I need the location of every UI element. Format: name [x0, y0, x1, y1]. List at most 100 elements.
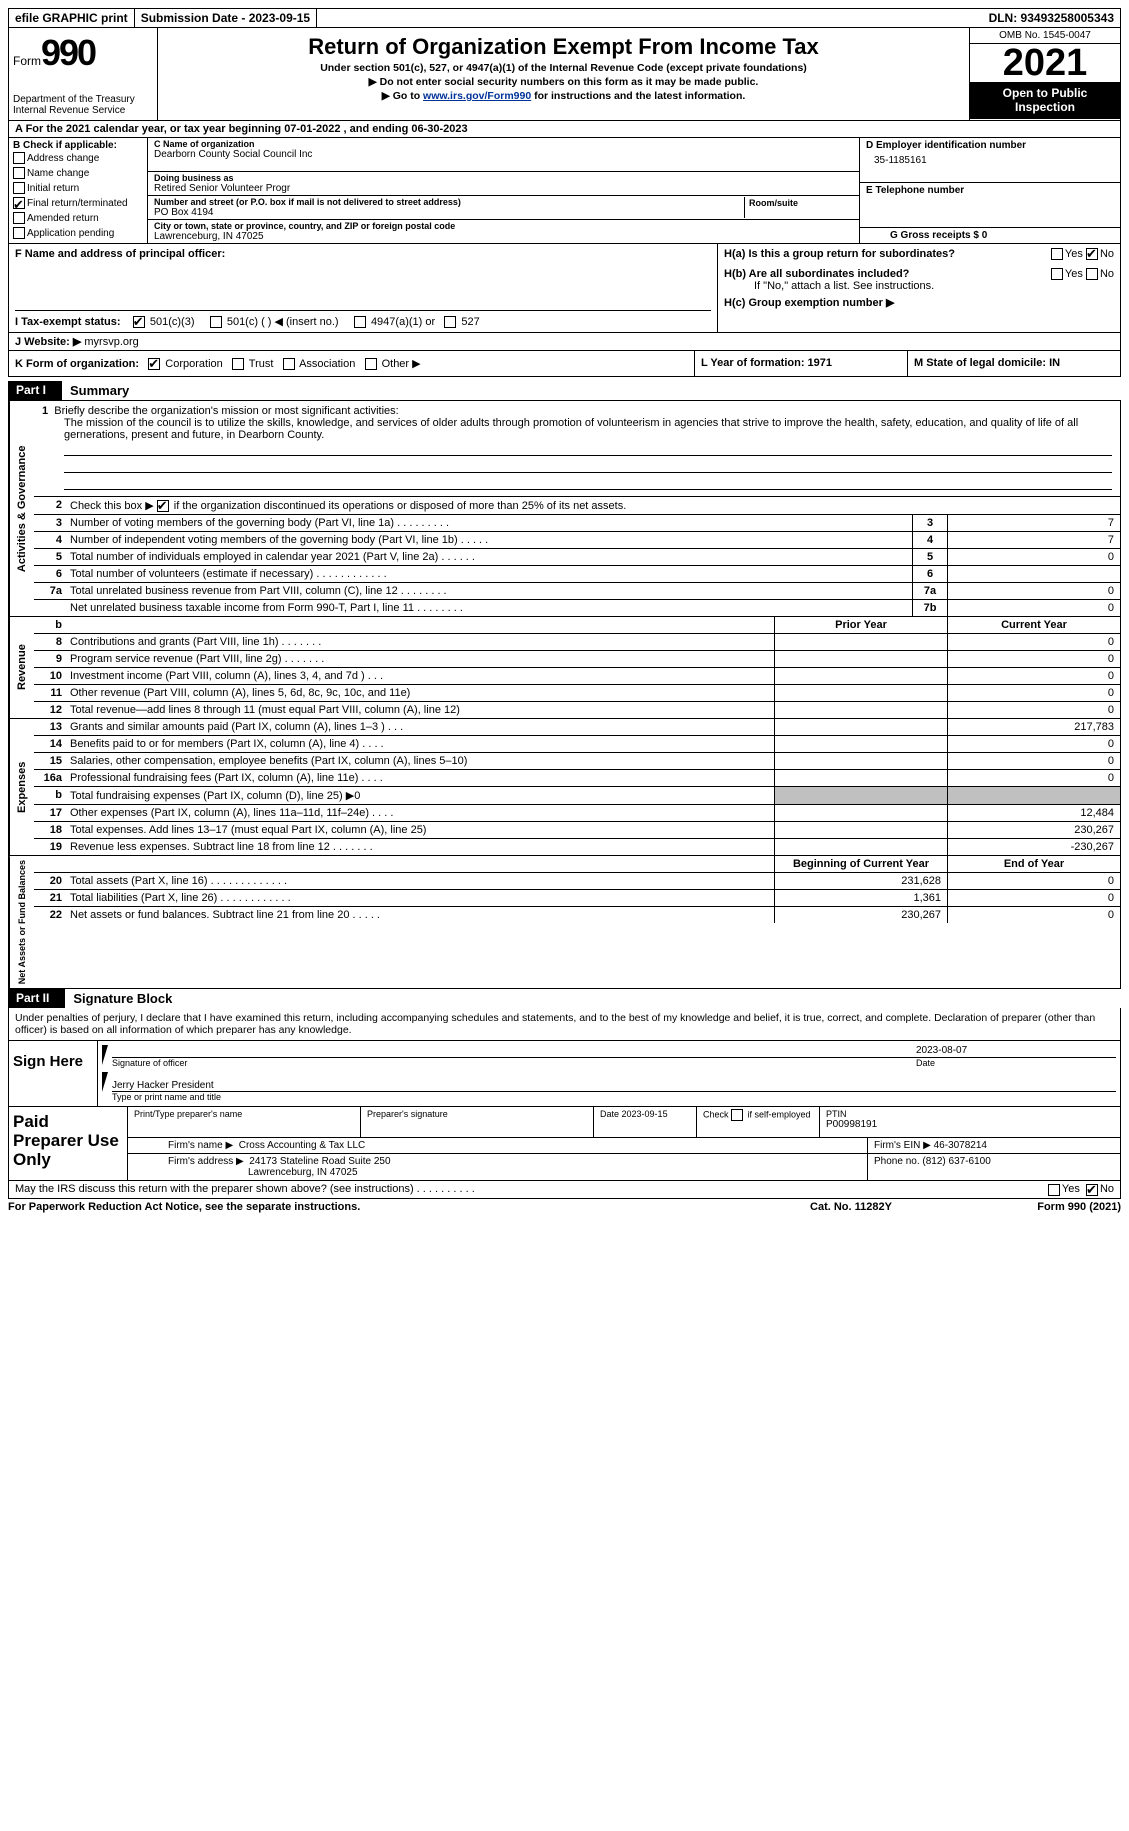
check-trust[interactable]: [232, 358, 244, 370]
row-text: Investment income (Part VIII, column (A)…: [66, 668, 774, 684]
check-amended[interactable]: Amended return: [13, 211, 143, 226]
section-b: B Check if applicable: Address change Na…: [9, 138, 148, 243]
check-pending[interactable]: Application pending: [13, 226, 143, 241]
check-amended-label: Amended return: [27, 213, 99, 224]
part2-tab: Part II: [8, 989, 65, 1008]
prior-val: 230,267: [774, 907, 947, 923]
prior-year-header: Prior Year: [774, 617, 947, 633]
prep-date-value: 2023-09-15: [622, 1109, 668, 1119]
check-assoc[interactable]: [283, 358, 295, 370]
firm-addr-label: Firm's address ▶: [168, 1156, 244, 1167]
form-subtitle: Under section 501(c), 527, or 4947(a)(1)…: [166, 62, 961, 74]
row-text: Program service revenue (Part VIII, line…: [66, 651, 774, 667]
row-box: 5: [912, 549, 947, 565]
label-501c: 501(c) ( ) ◀ (insert no.): [227, 316, 339, 328]
check-corp[interactable]: [148, 358, 160, 370]
irs-link[interactable]: www.irs.gov/Form990: [423, 90, 531, 102]
summary-row: 8 Contributions and grants (Part VIII, l…: [34, 634, 1120, 651]
row-num: 7a: [34, 583, 66, 599]
section-f-label: F Name and address of principal officer:: [15, 248, 711, 260]
row-val: 0: [947, 600, 1120, 616]
row-num: 5: [34, 549, 66, 565]
submission-date: Submission Date - 2023-09-15: [135, 9, 317, 27]
header-center: Return of Organization Exempt From Incom…: [158, 28, 970, 120]
begin-year-header: Beginning of Current Year: [774, 856, 947, 872]
check-527[interactable]: [444, 316, 456, 328]
check-name-label: Name change: [27, 168, 89, 179]
check-other[interactable]: [365, 358, 377, 370]
row-num: 22: [34, 907, 66, 923]
discuss-no[interactable]: [1086, 1184, 1098, 1196]
part1-title: Summary: [62, 381, 137, 400]
line2-check[interactable]: [157, 500, 169, 512]
mission-text: The mission of the council is to utilize…: [64, 417, 1112, 441]
prep-name-value[interactable]: [134, 1119, 354, 1135]
form-org-label: K Form of organization:: [15, 358, 139, 370]
row-num: 21: [34, 890, 66, 906]
row-num: 13: [34, 719, 66, 735]
ha-yes[interactable]: [1051, 248, 1063, 260]
paid-preparer-label: Paid Preparer Use Only: [9, 1107, 128, 1180]
sig-officer-line[interactable]: [112, 1045, 916, 1057]
sign-here-label: Sign Here: [9, 1041, 98, 1106]
row-num: 6: [34, 566, 66, 582]
footer-center: Cat. No. 11282Y: [761, 1201, 941, 1213]
hb-yes[interactable]: [1051, 268, 1063, 280]
check-initial[interactable]: Initial return: [13, 181, 143, 196]
check-name[interactable]: Name change: [13, 166, 143, 181]
summary-row: 18 Total expenses. Add lines 13–17 (must…: [34, 822, 1120, 839]
discuss-yes[interactable]: [1048, 1184, 1060, 1196]
sig-officer-label: Signature of officer: [112, 1058, 916, 1068]
check-501c3[interactable]: [133, 316, 145, 328]
row-a-period: A For the 2021 calendar year, or tax yea…: [8, 121, 1121, 138]
row-val: 0: [947, 549, 1120, 565]
check-final[interactable]: Final return/terminated: [13, 196, 143, 211]
website-value: myrsvp.org: [84, 336, 138, 348]
row-val: [947, 566, 1120, 582]
sig-date-label: Date: [916, 1058, 1116, 1068]
curr-val: 12,484: [947, 805, 1120, 821]
hb-no[interactable]: [1086, 268, 1098, 280]
end-year-header: End of Year: [947, 856, 1120, 872]
curr-val: 0: [947, 702, 1120, 718]
row-num: [34, 600, 66, 616]
check-initial-label: Initial return: [27, 183, 79, 194]
row-text: Salaries, other compensation, employee b…: [66, 753, 774, 769]
page-footer: For Paperwork Reduction Act Notice, see …: [8, 1199, 1121, 1215]
dln: DLN: 93493258005343: [983, 9, 1120, 27]
discuss-text: May the IRS discuss this return with the…: [15, 1183, 1048, 1195]
form-label: Form: [13, 54, 41, 68]
ha-no[interactable]: [1086, 248, 1098, 260]
efile-button[interactable]: efile GRAPHIC print: [9, 9, 135, 27]
row-num: 15: [34, 753, 66, 769]
mission-label: Briefly describe the organization's miss…: [54, 405, 398, 417]
prior-val: [774, 822, 947, 838]
firm-ein-value: 46-3078214: [934, 1140, 987, 1151]
check-self-employed[interactable]: [731, 1109, 743, 1121]
section-d: D Employer identification number 35-1185…: [859, 138, 1120, 243]
row-box: 7b: [912, 600, 947, 616]
year-formation: L Year of formation: 1971: [694, 351, 907, 376]
curr-val: 230,267: [947, 822, 1120, 838]
org-name: Dearborn County Social Council Inc: [154, 149, 853, 160]
section-klm: K Form of organization: Corporation Trus…: [8, 351, 1121, 377]
row-val: 7: [947, 532, 1120, 548]
sign-here-block: Sign Here 2023-08-07 Signature of office…: [8, 1041, 1121, 1107]
row-num: 17: [34, 805, 66, 821]
firm-ein-label: Firm's EIN ▶: [874, 1140, 931, 1151]
row-num: 10: [34, 668, 66, 684]
summary-row: 6 Total number of volunteers (estimate i…: [34, 566, 1120, 583]
open-inspection: Open to Public Inspection: [970, 82, 1120, 119]
row-text: Net unrelated business taxable income fr…: [66, 600, 912, 616]
check-4947[interactable]: [354, 316, 366, 328]
prior-val: [774, 702, 947, 718]
firm-name-value: Cross Accounting & Tax LLC: [239, 1140, 366, 1151]
curr-val: 0: [947, 873, 1120, 889]
check-address[interactable]: Address change: [13, 151, 143, 166]
row-text: Other expenses (Part IX, column (A), lin…: [66, 805, 774, 821]
section-hc: H(c) Group exemption number ▶: [724, 296, 1114, 309]
vert-expenses: Expenses: [9, 719, 34, 855]
check-501c[interactable]: [210, 316, 222, 328]
row-text: Contributions and grants (Part VIII, lin…: [66, 634, 774, 650]
footer-left: For Paperwork Reduction Act Notice, see …: [8, 1201, 761, 1213]
